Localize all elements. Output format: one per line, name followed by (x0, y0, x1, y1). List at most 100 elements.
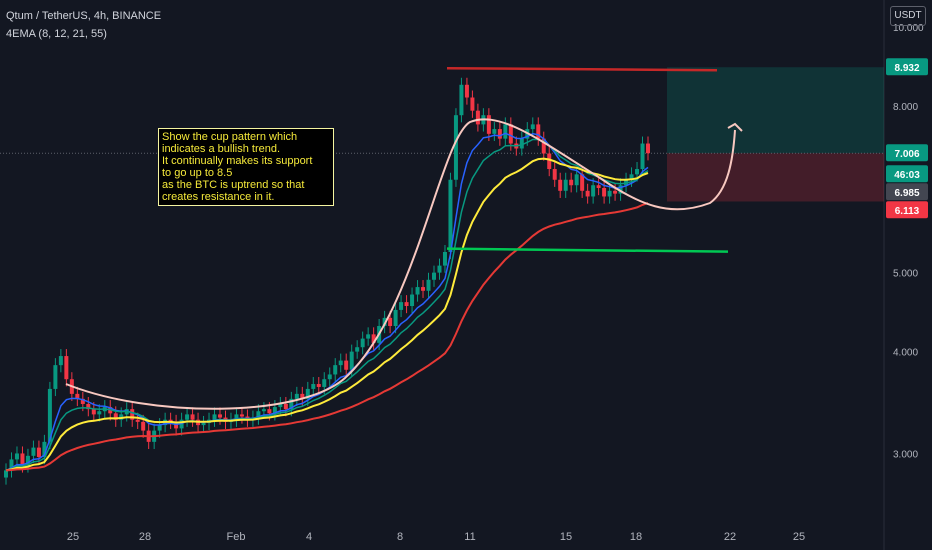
candle-body (256, 411, 261, 418)
ema-21-line (5, 157, 649, 472)
candle-body (563, 179, 568, 191)
candle-body (185, 414, 190, 420)
candle-body (437, 265, 442, 273)
chart-title: Qtum / TetherUS, 4h, BINANCE (6, 10, 162, 22)
candle-body (399, 302, 404, 310)
candle-body (141, 421, 146, 431)
candle-body (519, 138, 524, 149)
price-tick-label: 3.000 (893, 449, 918, 460)
ema-55-line (5, 201, 649, 472)
candle-body (580, 174, 585, 191)
candle-body (530, 124, 535, 130)
candle-body (300, 393, 305, 399)
candle-body (464, 84, 469, 98)
candle-body (574, 174, 579, 186)
price-tags: 8.932 7.006 46:03 6.985 6.113 (886, 58, 928, 219)
candle-body (47, 388, 52, 442)
candle-body (294, 393, 299, 399)
currency-button[interactable]: USDT (890, 6, 926, 26)
resistance-line (446, 66, 718, 72)
candle-body (355, 347, 360, 352)
candle-body (305, 388, 310, 399)
stop-zone (667, 153, 884, 202)
price-tick-label: 10.000 (893, 23, 924, 34)
candle-body (31, 447, 36, 456)
candle-body (9, 459, 14, 471)
price-tag-label: 6.113 (895, 206, 920, 217)
candle-body (20, 453, 25, 466)
candle-body (80, 398, 85, 404)
candle-body (596, 185, 601, 189)
candle-body (635, 169, 640, 175)
candle-body (393, 309, 398, 327)
candle-body (272, 407, 277, 414)
price-tag-label: 46:03 (894, 170, 920, 181)
indicator-legend[interactable]: 4EMA (8, 12, 21, 55) (6, 28, 107, 40)
arrow-head-icon (727, 122, 743, 132)
price-tag-label: 8.932 (894, 63, 919, 74)
cup-pattern-curve (65, 118, 736, 410)
candle-body (283, 403, 288, 410)
candle-body (322, 379, 327, 387)
candle-body (475, 110, 480, 125)
candle-body (558, 179, 563, 191)
price-tag-bg (886, 183, 928, 201)
candle-body (157, 425, 162, 431)
price-tag-label: 7.006 (894, 149, 919, 160)
candle-body (453, 115, 458, 180)
annotation-note[interactable]: Show the cup pattern which indicates a b… (158, 128, 334, 206)
time-tick-label: 8 (397, 531, 403, 543)
candle-body (410, 294, 415, 307)
candle-body (629, 174, 634, 180)
candle-body (289, 398, 294, 410)
price-tick-label: 4.000 (893, 348, 918, 359)
candle-body (327, 374, 332, 380)
candle-body (212, 414, 217, 420)
time-tick-label: 4 (306, 531, 312, 543)
candle-body (547, 153, 552, 170)
candle-body (536, 124, 541, 139)
candle-body (316, 384, 321, 387)
candle-body (388, 317, 393, 327)
candle-body (618, 185, 623, 194)
candle-body (602, 188, 607, 197)
candle-body (135, 419, 140, 422)
candle-body (426, 279, 431, 291)
price-axis-bg (884, 0, 932, 550)
candle-body (75, 393, 80, 399)
candle-body (360, 338, 365, 348)
time-tick-label: 25 (67, 531, 79, 543)
candle-body (190, 414, 195, 420)
candle-body (113, 413, 118, 420)
support-line (446, 247, 729, 253)
candle-body (278, 403, 283, 408)
candle-body (349, 351, 354, 370)
candle-body (58, 356, 63, 366)
price-axis[interactable]: 10.000 8.000 5.000 4.000 3.000 (893, 23, 924, 460)
candle-body (4, 470, 8, 478)
candle-body (508, 124, 513, 144)
candle-body (25, 455, 30, 466)
candle-body (497, 129, 502, 139)
candle-body (459, 84, 464, 116)
candle-body (442, 251, 447, 266)
candle-body (646, 143, 650, 154)
candle-body (97, 411, 102, 415)
time-tick-label: Feb (227, 531, 246, 543)
candle-body (541, 138, 546, 154)
candle-body (53, 365, 58, 389)
candle-body (201, 422, 206, 426)
candle-body (261, 409, 266, 412)
candle-body (613, 190, 618, 194)
grid-lines (883, 0, 932, 550)
price-tick-label: 5.000 (893, 269, 918, 280)
candle-body (569, 179, 574, 186)
candle-body (552, 169, 557, 180)
position-zones (0, 67, 884, 202)
candle-body (486, 115, 491, 134)
time-axis[interactable]: 25 28 Feb 4 8 11 15 18 22 25 (67, 531, 805, 543)
candle-body (607, 190, 612, 197)
candle-body (404, 302, 409, 307)
